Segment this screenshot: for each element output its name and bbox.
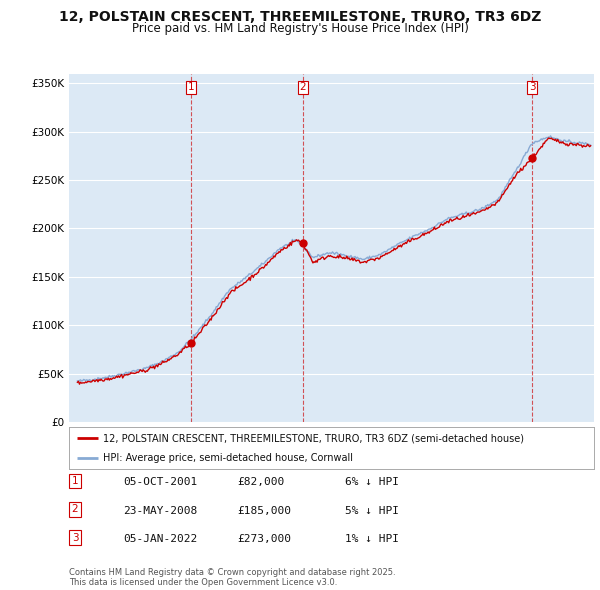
- Text: £82,000: £82,000: [237, 477, 284, 487]
- Text: £273,000: £273,000: [237, 534, 291, 544]
- Text: 12, POLSTAIN CRESCENT, THREEMILESTONE, TRURO, TR3 6DZ: 12, POLSTAIN CRESCENT, THREEMILESTONE, T…: [59, 10, 541, 24]
- Text: 3: 3: [71, 533, 79, 543]
- Text: 6% ↓ HPI: 6% ↓ HPI: [345, 477, 399, 487]
- Text: 1: 1: [71, 476, 79, 486]
- Text: 23-MAY-2008: 23-MAY-2008: [123, 506, 197, 516]
- Text: 1% ↓ HPI: 1% ↓ HPI: [345, 534, 399, 544]
- Text: 5% ↓ HPI: 5% ↓ HPI: [345, 506, 399, 516]
- Text: 05-JAN-2022: 05-JAN-2022: [123, 534, 197, 544]
- Text: Contains HM Land Registry data © Crown copyright and database right 2025.
This d: Contains HM Land Registry data © Crown c…: [69, 568, 395, 587]
- Text: HPI: Average price, semi-detached house, Cornwall: HPI: Average price, semi-detached house,…: [103, 454, 353, 463]
- Text: Price paid vs. HM Land Registry's House Price Index (HPI): Price paid vs. HM Land Registry's House …: [131, 22, 469, 35]
- Text: 12, POLSTAIN CRESCENT, THREEMILESTONE, TRURO, TR3 6DZ (semi-detached house): 12, POLSTAIN CRESCENT, THREEMILESTONE, T…: [103, 433, 524, 443]
- Text: 1: 1: [188, 83, 194, 93]
- Text: £185,000: £185,000: [237, 506, 291, 516]
- Text: 2: 2: [299, 83, 306, 93]
- Text: 2: 2: [71, 504, 79, 514]
- Text: 3: 3: [529, 83, 535, 93]
- Text: 05-OCT-2001: 05-OCT-2001: [123, 477, 197, 487]
